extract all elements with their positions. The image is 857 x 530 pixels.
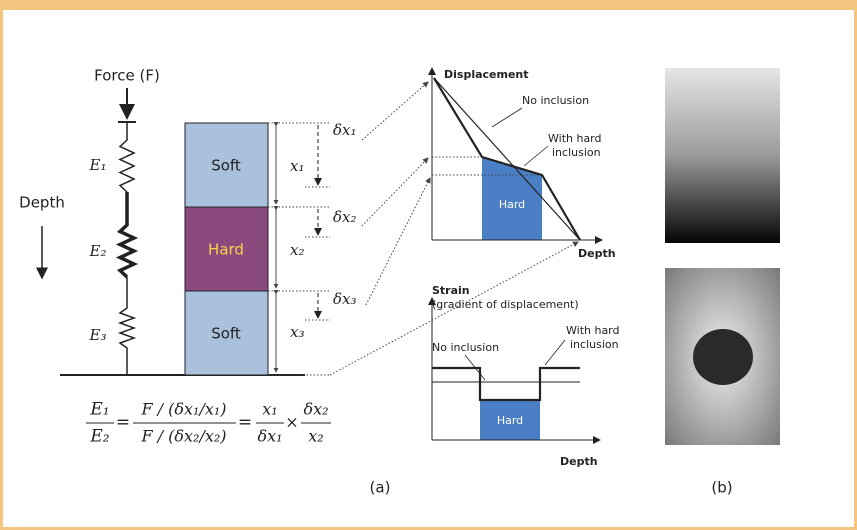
plot-subtitle: (gradient of displacement) [432, 298, 579, 311]
plot-title: Displacement [444, 68, 529, 81]
region-label: Hard [499, 198, 525, 211]
curve-label: With hard [548, 132, 602, 145]
layer-block [184, 122, 269, 208]
leader [464, 354, 486, 381]
axis-label: Depth [578, 247, 616, 260]
spring [117, 277, 137, 375]
depth-label: Depth [19, 194, 65, 212]
modulus-label: E₁ [89, 156, 107, 174]
formula-term: F / (δx₂/x₂) [140, 427, 226, 446]
hard-region [482, 157, 542, 240]
formula-op: × [285, 413, 298, 432]
formula: E₁ E₂ = F / (δx₁/x₁) F / (δx₂/x₂) = x₁ δ… [86, 400, 331, 447]
layer-label: Hard [208, 241, 244, 259]
formula-term: x₁ [262, 400, 277, 419]
frame-top [0, 0, 857, 10]
springs [115, 122, 139, 375]
panel-label: (a) [370, 479, 391, 497]
layer-label: Soft [211, 157, 241, 175]
leader [523, 145, 549, 167]
formula-op: = [238, 413, 252, 433]
leader [361, 81, 429, 141]
hard-inclusion-curve [433, 77, 581, 241]
formula-term: δx₂ [303, 400, 328, 419]
dimensions [268, 122, 330, 376]
spring [118, 122, 136, 193]
curve-label: No inclusion [522, 94, 589, 107]
displacement-image [665, 68, 780, 243]
layer-block [184, 206, 269, 292]
formula-term: E₂ [89, 427, 109, 447]
curve-label: No inclusion [432, 341, 499, 354]
formula-op: = [116, 413, 130, 433]
hard-inclusion-curve [432, 366, 580, 402]
leader [491, 107, 523, 128]
displacement-label: δx₃ [333, 290, 357, 308]
leader [361, 157, 429, 227]
axis-label: Depth [560, 455, 598, 468]
thickness-label: x₁ [290, 157, 304, 175]
hard-region [480, 400, 540, 440]
layer-block [184, 290, 269, 376]
leader [329, 241, 579, 376]
formula-term: x₂ [308, 427, 323, 446]
modulus-label: E₂ [89, 242, 107, 260]
formula-term: δx₁ [257, 427, 282, 446]
displacement-label: δx₂ [333, 208, 357, 226]
panel-label: (b) [711, 479, 732, 497]
no-inclusion-curve [433, 77, 581, 241]
plot-title: Strain [432, 284, 470, 297]
thickness-label: x₂ [290, 241, 304, 259]
formula-term: E₁ [89, 400, 109, 420]
curve-label: inclusion [570, 338, 619, 351]
leader [544, 339, 566, 366]
modulus-label: E₃ [89, 326, 107, 344]
force-label: Force (F) [94, 67, 160, 85]
leader [365, 177, 431, 306]
thickness-label: x₃ [290, 323, 304, 341]
curve-label: inclusion [552, 146, 601, 159]
displacement-label: δx₁ [333, 121, 357, 139]
layer-label: Soft [211, 325, 241, 343]
formula-term: F / (δx₁/x₁) [140, 400, 226, 419]
inclusion [693, 329, 753, 385]
region-label: Hard [497, 414, 523, 427]
spring [115, 192, 139, 279]
curve-label: With hard [566, 324, 620, 337]
